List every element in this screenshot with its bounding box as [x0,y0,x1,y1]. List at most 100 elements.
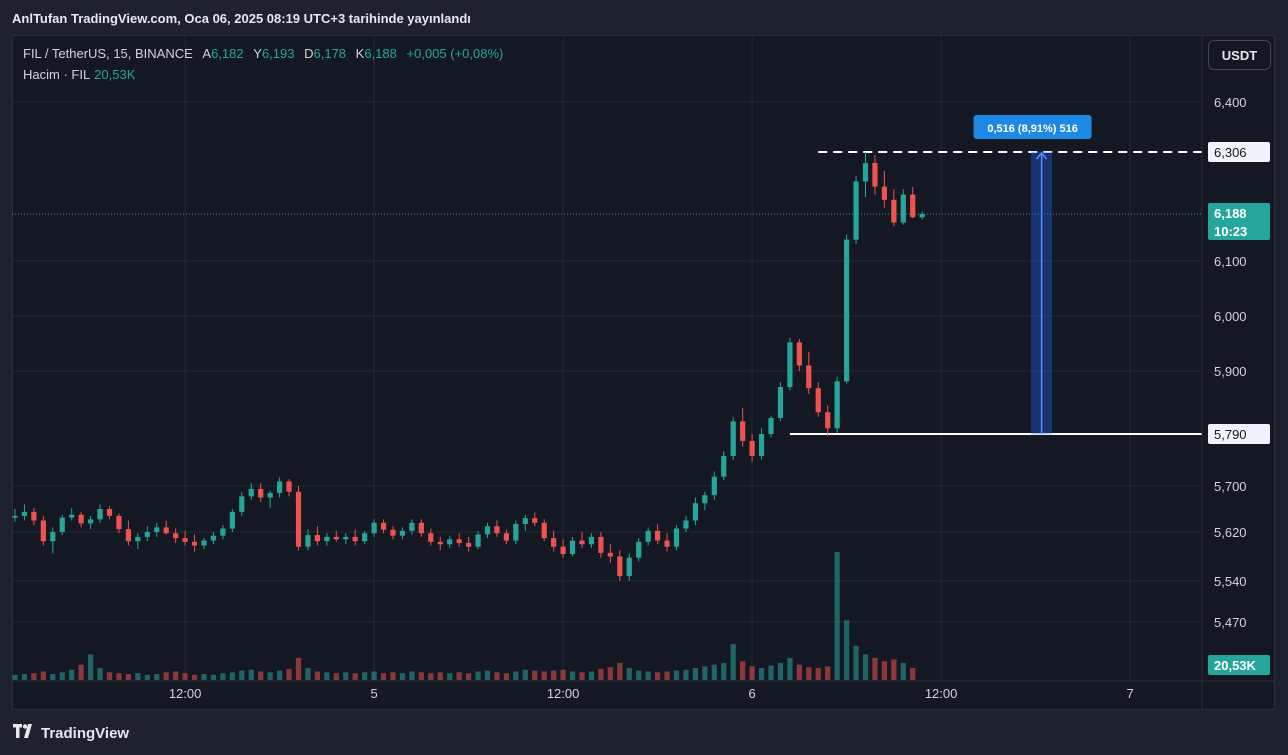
candle[interactable] [664,533,670,552]
candle[interactable] [844,234,850,384]
candle[interactable] [69,507,75,521]
candle[interactable] [513,520,519,545]
candle[interactable] [551,530,557,552]
candle[interactable] [768,415,774,438]
candle[interactable] [182,530,188,546]
candle[interactable] [626,553,632,581]
candle[interactable] [399,527,406,540]
candle[interactable] [418,519,424,537]
candle[interactable] [503,529,509,545]
volume-label[interactable]: Hacim · FIL [23,67,91,82]
currency-button[interactable]: USDT [1208,40,1271,70]
candle[interactable] [343,533,349,545]
candle[interactable] [456,533,462,547]
candle[interactable] [777,382,784,422]
candle[interactable] [324,533,330,546]
candle[interactable] [106,506,113,520]
candle[interactable] [588,533,595,548]
candle[interactable] [919,211,925,220]
candle[interactable] [59,514,65,536]
candle[interactable] [560,539,566,558]
candle[interactable] [787,338,793,391]
candle[interactable] [872,155,878,195]
candle[interactable] [466,536,472,552]
candle[interactable] [88,515,94,530]
candle[interactable] [380,519,387,534]
candle[interactable] [191,534,198,552]
candle[interactable] [135,533,141,550]
candle[interactable] [210,532,217,545]
candle[interactable] [910,186,916,219]
candle[interactable] [607,544,613,563]
candle[interactable] [881,170,887,208]
candle[interactable] [163,520,169,535]
candle[interactable] [569,536,576,557]
candle[interactable] [428,528,434,546]
price-chart[interactable]: 0,516 (8,91%) 516 6,400 6,100 6,000 5,900 5,7… [12,35,1275,710]
candle[interactable] [116,513,122,534]
candle[interactable] [484,522,491,539]
candle[interactable] [730,416,736,460]
candle[interactable] [295,486,302,551]
candle[interactable] [711,471,717,500]
candle[interactable] [692,497,698,526]
candle[interactable] [40,515,46,546]
candle[interactable] [352,529,358,546]
candle[interactable] [390,526,396,540]
candle[interactable] [721,451,727,481]
candle[interactable] [314,526,320,546]
candle[interactable] [702,491,708,511]
candle[interactable] [409,519,415,535]
candle[interactable] [144,526,150,542]
candle[interactable] [900,189,906,225]
candle[interactable] [598,532,604,558]
candle[interactable] [305,529,311,551]
candle[interactable] [853,176,859,244]
candle[interactable] [825,405,831,437]
candle[interactable] [617,550,623,581]
candle[interactable] [758,428,765,460]
candle[interactable] [655,523,661,545]
candle[interactable] [286,479,292,497]
candle[interactable] [740,408,746,447]
candle[interactable] [796,339,802,371]
candle[interactable] [201,538,207,550]
candle[interactable] [636,538,642,562]
candle[interactable] [125,520,131,546]
candle[interactable] [239,491,245,516]
candle[interactable] [494,520,500,537]
candle[interactable] [834,376,840,433]
candle[interactable] [815,382,821,417]
candle[interactable] [333,530,339,542]
candle[interactable] [371,519,377,537]
candle[interactable] [31,507,37,526]
candle[interactable] [862,152,869,198]
candle[interactable] [277,477,283,498]
candle[interactable] [673,525,680,551]
candle[interactable] [78,511,84,528]
candle[interactable] [220,525,226,540]
candle[interactable] [532,512,538,527]
candle[interactable] [248,483,254,500]
candle[interactable] [50,527,56,554]
candle[interactable] [447,535,453,548]
candle[interactable] [437,536,443,551]
candle[interactable] [749,434,755,462]
candle[interactable] [806,351,812,394]
candle[interactable] [645,527,651,546]
candle[interactable] [229,509,235,532]
candle[interactable] [683,515,689,532]
candle[interactable] [12,509,18,522]
candle[interactable] [97,504,103,523]
symbol-label[interactable]: FIL / TetherUS, 15, BINANCE [23,46,193,61]
candle[interactable] [475,530,481,550]
candle[interactable] [891,189,897,227]
tradingview-logo[interactable]: TradingView [13,724,129,742]
candle[interactable] [21,504,28,521]
candle[interactable] [154,522,160,537]
candle[interactable] [579,532,585,548]
candle[interactable] [541,519,547,542]
candle[interactable] [267,490,273,508]
candle[interactable] [362,530,368,545]
candle[interactable] [258,483,264,503]
